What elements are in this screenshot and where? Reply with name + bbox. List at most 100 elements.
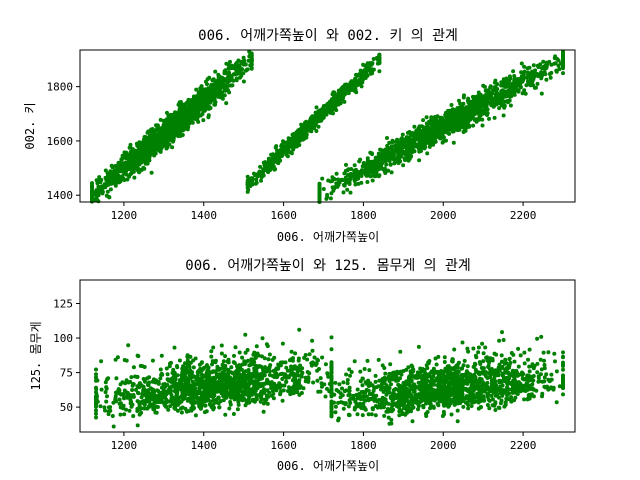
data-point xyxy=(525,66,530,71)
data-point xyxy=(320,176,325,181)
data-point xyxy=(205,383,210,388)
data-point xyxy=(425,123,430,128)
data-point xyxy=(264,369,269,374)
data-point xyxy=(150,358,155,363)
data-point xyxy=(163,119,167,123)
data-point xyxy=(213,376,218,380)
data-point xyxy=(405,130,410,135)
data-point xyxy=(161,127,166,132)
data-point xyxy=(219,343,224,348)
data-point xyxy=(274,151,279,156)
data-point xyxy=(554,69,559,74)
x-tick-label: 2000 xyxy=(430,209,457,222)
data-point xyxy=(267,390,272,395)
data-point xyxy=(134,150,139,155)
data-point xyxy=(493,78,498,83)
data-point xyxy=(300,371,304,376)
data-point xyxy=(173,397,178,402)
data-point xyxy=(169,392,174,397)
data-point xyxy=(272,167,277,172)
data-point xyxy=(203,379,208,384)
data-point xyxy=(118,412,123,417)
data-point xyxy=(343,175,348,180)
data-point xyxy=(248,177,253,182)
data-point xyxy=(183,406,188,411)
data-point xyxy=(451,111,456,116)
data-point xyxy=(489,103,494,108)
data-point xyxy=(345,87,349,91)
data-point xyxy=(407,135,412,140)
data-point xyxy=(155,405,160,409)
data-point xyxy=(260,354,264,359)
data-point xyxy=(106,194,111,199)
data-point xyxy=(223,394,228,399)
data-point xyxy=(106,412,111,417)
data-point xyxy=(543,72,548,77)
data-point xyxy=(127,408,132,413)
data-point xyxy=(334,171,339,176)
data-point xyxy=(425,151,430,156)
data-point xyxy=(316,358,320,363)
data-point xyxy=(375,61,380,66)
data-point xyxy=(216,75,221,80)
data-point xyxy=(158,367,163,372)
data-point xyxy=(440,140,445,145)
data-point xyxy=(514,85,519,90)
data-point xyxy=(518,85,523,90)
data-point xyxy=(319,384,324,389)
data-point xyxy=(233,345,238,350)
data-point xyxy=(99,359,104,364)
data-point xyxy=(141,384,146,389)
data-point xyxy=(278,363,283,368)
data-point xyxy=(117,388,122,393)
data-point xyxy=(195,379,200,384)
data-point xyxy=(499,103,504,108)
data-point xyxy=(233,396,238,401)
data-point xyxy=(310,114,315,119)
data-point xyxy=(165,389,170,394)
data-point xyxy=(226,66,231,71)
data-point xyxy=(509,86,514,91)
data-point xyxy=(245,180,250,185)
data-point xyxy=(412,149,417,154)
data-point xyxy=(523,91,528,96)
data-point xyxy=(199,368,204,373)
data-point xyxy=(240,392,245,397)
data-point xyxy=(122,178,127,182)
data-point xyxy=(153,143,158,148)
data-point xyxy=(264,168,269,173)
data-point xyxy=(239,367,244,372)
data-point xyxy=(170,401,175,406)
data-point xyxy=(186,370,191,375)
data-point xyxy=(401,163,406,168)
data-point xyxy=(531,63,536,68)
data-point xyxy=(329,362,334,367)
data-point xyxy=(142,402,147,407)
data-point xyxy=(213,69,218,74)
data-point xyxy=(242,58,247,63)
data-point xyxy=(94,385,98,390)
data-point xyxy=(315,378,320,383)
data-point xyxy=(441,124,446,128)
data-point xyxy=(255,174,260,179)
data-point xyxy=(126,380,131,385)
data-point xyxy=(292,371,296,376)
data-point xyxy=(349,370,354,374)
data-point xyxy=(176,123,180,128)
data-point xyxy=(166,134,171,139)
data-point xyxy=(125,153,130,158)
data-point xyxy=(450,123,455,128)
data-point xyxy=(175,364,179,368)
data-point xyxy=(132,165,137,170)
data-point xyxy=(332,90,337,95)
data-point xyxy=(134,387,138,392)
data-point xyxy=(95,181,100,186)
data-point xyxy=(229,387,234,392)
data-point xyxy=(400,132,405,137)
data-point xyxy=(344,90,348,95)
data-point xyxy=(237,350,242,355)
data-point xyxy=(519,61,524,66)
data-point xyxy=(201,385,205,390)
data-point xyxy=(191,112,196,117)
data-point xyxy=(165,372,170,377)
